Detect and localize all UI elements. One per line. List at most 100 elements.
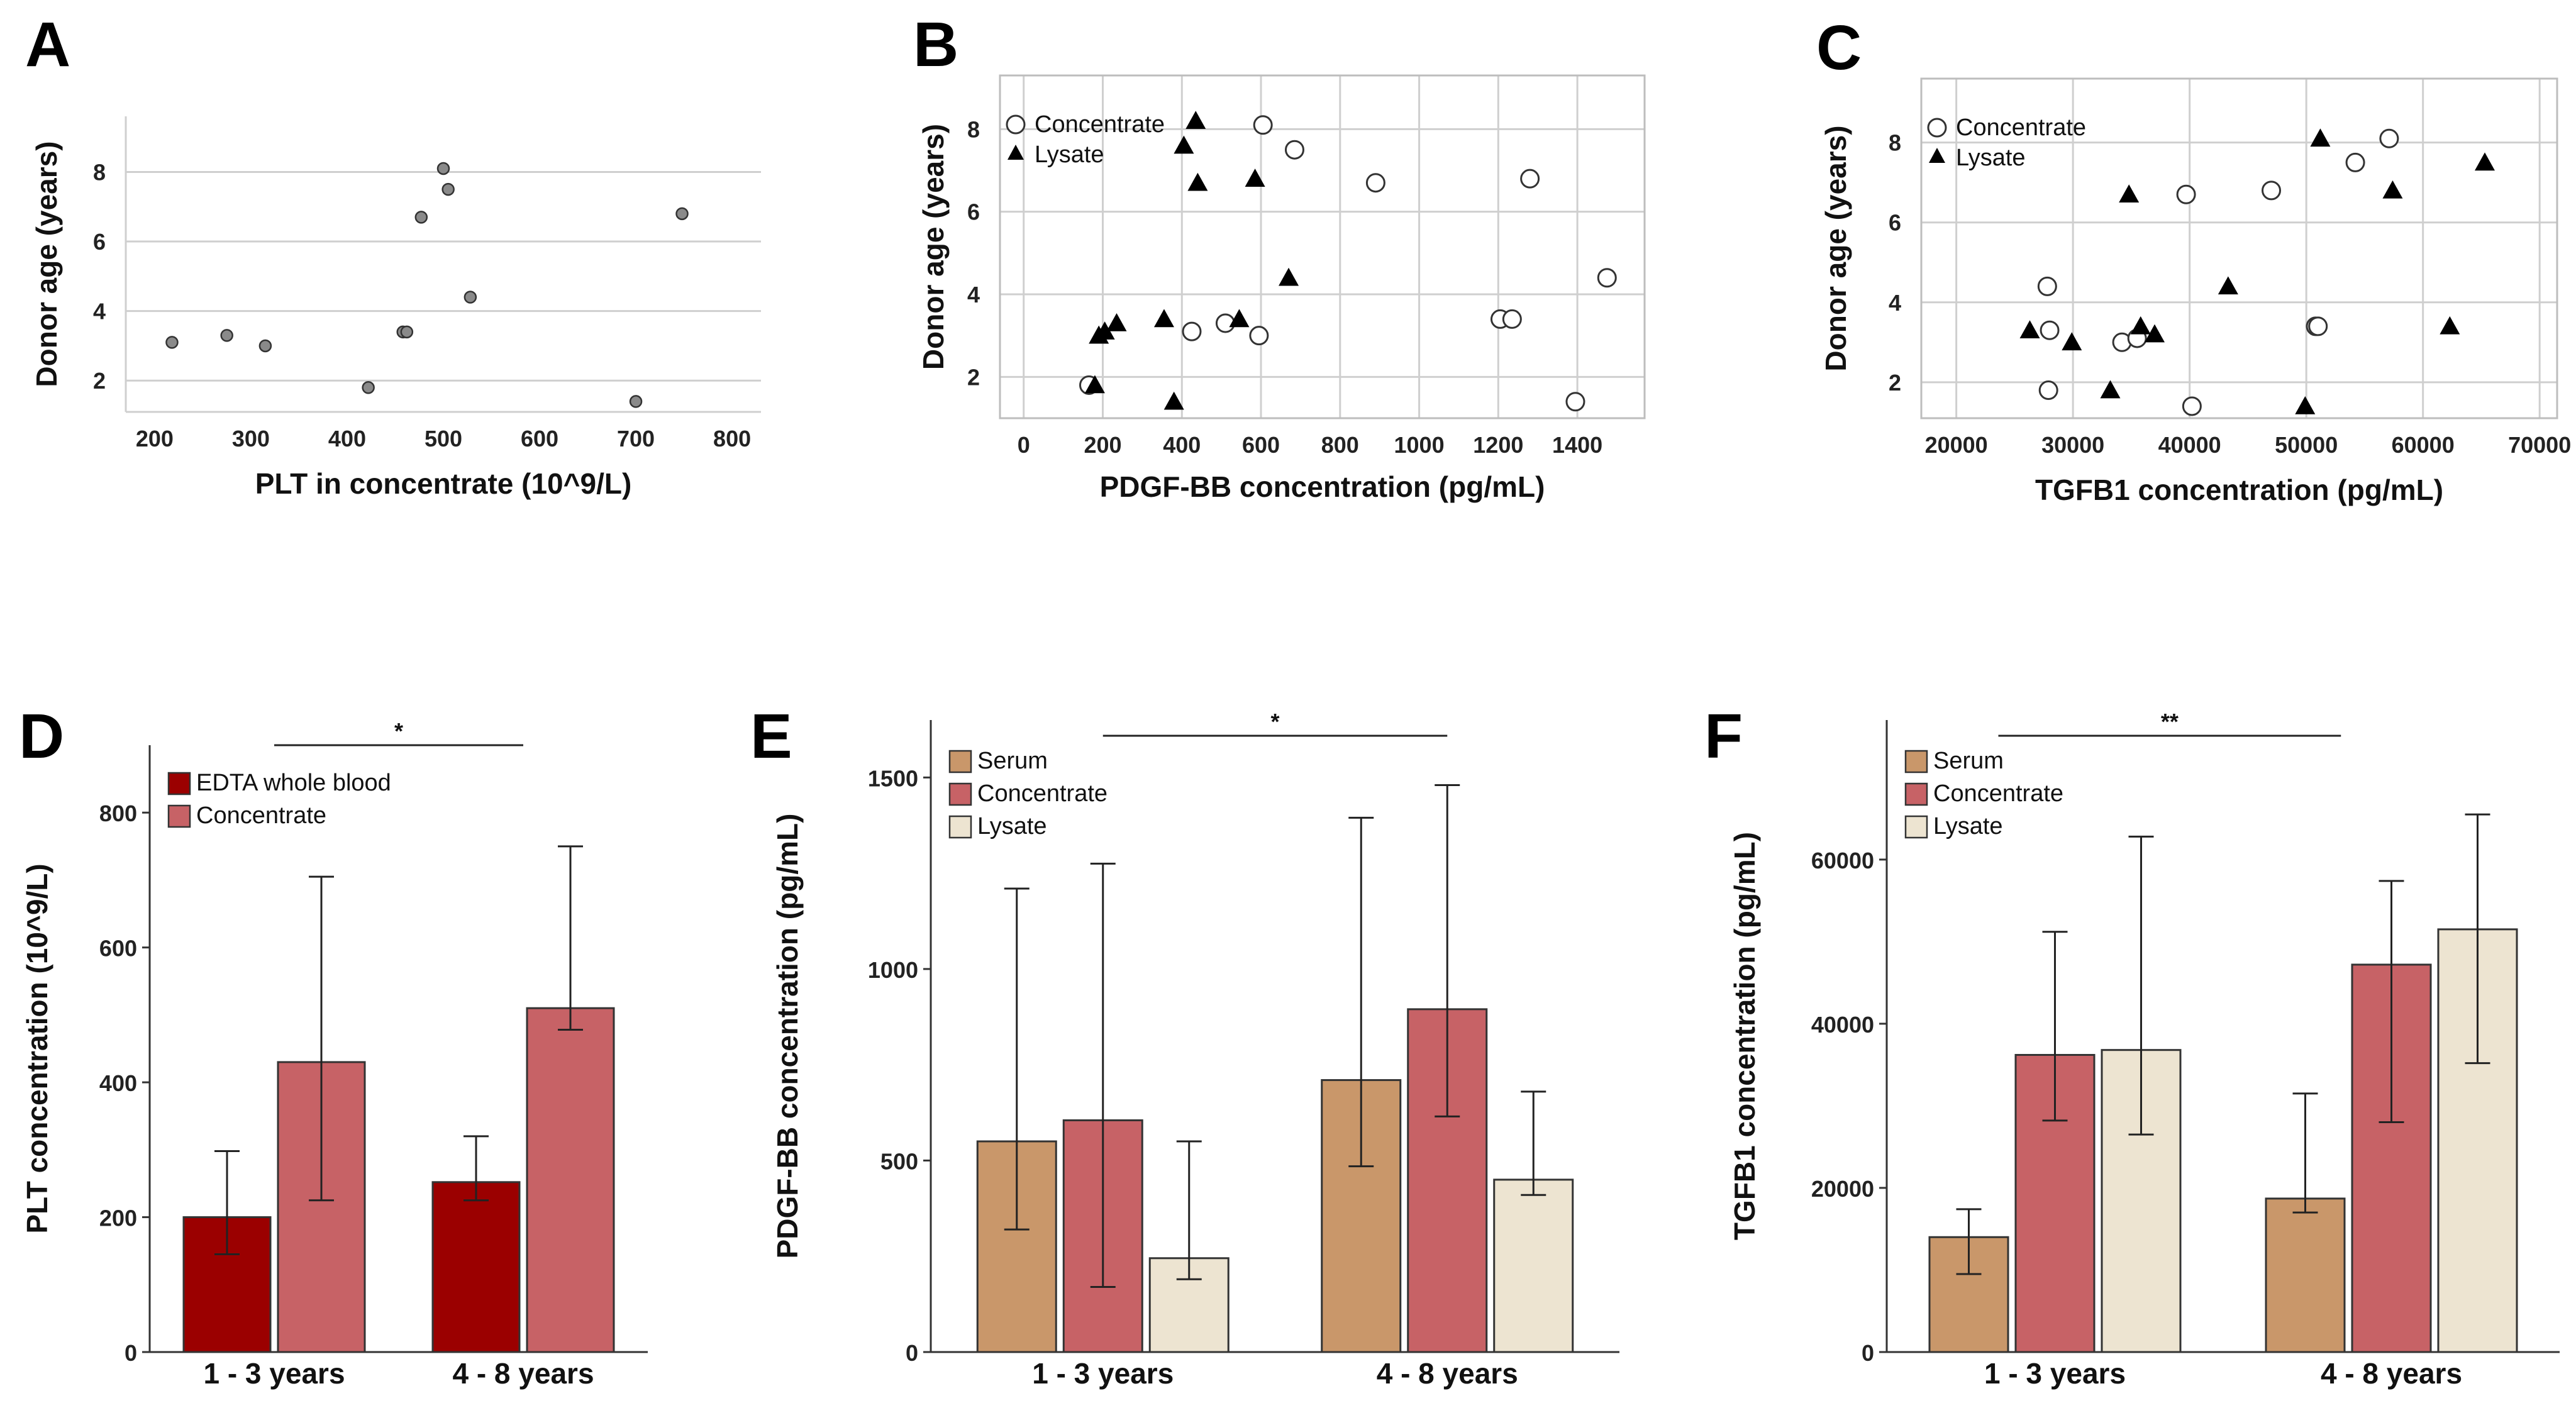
- lysate-point: [2145, 324, 2165, 343]
- lysate-point: [1084, 375, 1105, 394]
- x-tick-label: 50000: [2275, 432, 2338, 458]
- y-tick-label: 500: [880, 1148, 918, 1174]
- significance-marker: **: [2161, 709, 2179, 734]
- panel-letter: B: [913, 9, 958, 80]
- y-tick-label: 8: [1889, 130, 1901, 156]
- concentrate-point: [1565, 392, 1585, 412]
- y-tick-label: 4: [967, 282, 980, 308]
- y-tick-label: 2: [1889, 370, 1901, 396]
- significance-marker: *: [394, 718, 403, 744]
- data-point: [675, 207, 689, 221]
- lysate-point: [1245, 169, 1265, 187]
- lysate-point: [1229, 309, 1250, 328]
- concentrate-point: [2345, 152, 2365, 172]
- concentrate-point: [1253, 115, 1273, 135]
- concentrate-point: [2262, 180, 2282, 201]
- y-tick-label: 0: [125, 1340, 137, 1366]
- lysate-point: [2218, 276, 2238, 295]
- lysate-point: [2295, 396, 2316, 414]
- y-tick-label: 20000: [1811, 1176, 1874, 1202]
- legend-swatch: [948, 750, 972, 773]
- x-tick-label: 300: [232, 426, 270, 452]
- x-tick-label: 1000: [1394, 432, 1445, 458]
- lysate-point: [1187, 172, 1208, 191]
- x-tick-label: 70000: [2508, 432, 2571, 458]
- bar-lysate: [1493, 1178, 1574, 1353]
- lysate-point: [1106, 313, 1127, 331]
- legend-swatch: [948, 815, 972, 839]
- legend-label: Lysate: [977, 813, 1047, 840]
- lysate-point: [2130, 316, 2151, 335]
- x-tick-label: 0: [1018, 432, 1030, 458]
- plot-frame: [1920, 77, 2558, 419]
- category-label: 4 - 8 years: [2321, 1357, 2462, 1390]
- data-point: [436, 162, 450, 175]
- concentrate-point: [2040, 320, 2060, 340]
- y-tick-label: 1500: [868, 765, 918, 791]
- lysate-point: [1094, 321, 1115, 340]
- category-label: 1 - 3 years: [203, 1357, 345, 1390]
- data-point: [414, 211, 428, 224]
- x-tick-label: 600: [521, 426, 558, 452]
- y-tick-label: 200: [99, 1206, 137, 1231]
- x-axis-title: PDGF-BB concentration (pg/mL): [1100, 470, 1545, 503]
- y-tick-label: 60000: [1811, 848, 1874, 873]
- legend-label: Concentrate: [977, 780, 1108, 807]
- category-label: 1 - 3 years: [1984, 1357, 2126, 1390]
- x-tick-label: 600: [1242, 432, 1280, 458]
- legend-label: Concentrate: [1035, 111, 1165, 138]
- legend-label: Concentrate: [1956, 114, 2086, 141]
- y-axis-title: PLT concentration (10^9/L): [21, 863, 53, 1233]
- plot-frame: [999, 74, 1646, 419]
- concentrate-point: [1249, 326, 1269, 346]
- concentrate-point: [1182, 321, 1202, 341]
- y-tick-label: 4: [1889, 290, 1901, 316]
- lysate-point: [2440, 316, 2460, 335]
- concentrate-point: [2379, 128, 2399, 148]
- y-tick-label: 8: [93, 159, 106, 185]
- lysate-point: [2474, 152, 2495, 171]
- legend-circle-icon: [1006, 114, 1026, 135]
- y-tick-label: 0: [1862, 1340, 1874, 1366]
- lysate-point: [2062, 332, 2082, 351]
- legend-swatch: [167, 804, 191, 828]
- concentrate-point: [1365, 173, 1385, 193]
- y-tick-label: 6: [1889, 210, 1901, 236]
- legend-swatch: [1904, 750, 1928, 773]
- data-point: [258, 339, 272, 353]
- x-axis-title: PLT in concentrate (10^9/L): [255, 467, 632, 500]
- concentrate-point: [1284, 140, 1304, 160]
- data-point: [441, 182, 455, 196]
- y-tick-label: 8: [967, 116, 980, 142]
- lysate-point: [2019, 320, 2040, 339]
- x-tick-label: 700: [617, 426, 655, 452]
- category-label: 4 - 8 years: [452, 1357, 594, 1390]
- x-tick-label: 30000: [2041, 432, 2104, 458]
- legend-label: Lysate: [1956, 145, 2026, 171]
- category-label: 4 - 8 years: [1377, 1357, 1518, 1390]
- panel-letter: C: [1816, 13, 1862, 83]
- legend-label: Lysate: [1933, 813, 2003, 840]
- legend-circle-icon: [1927, 118, 1947, 138]
- concentrate-point: [1502, 309, 1522, 329]
- y-tick-label: 2: [93, 368, 106, 394]
- panel-f: F 0 20000 40000 60000 TGFB1 concentration (pg…: [1704, 701, 2560, 1390]
- bar-concentrate: [2351, 963, 2432, 1353]
- lysate-point: [2119, 184, 2140, 203]
- x-axis-title: TGFB1 concentration (pg/mL): [2035, 474, 2443, 506]
- y-tick-label: 1000: [868, 957, 918, 983]
- lysate-point: [2382, 180, 2403, 199]
- data-point: [362, 381, 375, 394]
- concentrate-point: [2182, 396, 2202, 416]
- concentrate-point: [1597, 268, 1617, 288]
- x-tick-label: 200: [1084, 432, 1121, 458]
- legend-triangle-icon: [1008, 145, 1024, 160]
- legend-swatch: [948, 782, 972, 806]
- y-axis-title: TGFB1 concentration (pg/mL): [1728, 832, 1761, 1240]
- legend-label: Concentrate: [1933, 780, 2063, 807]
- legend-label: Lysate: [1035, 141, 1104, 168]
- panel-letter: A: [25, 9, 70, 80]
- lysate-point: [1174, 135, 1194, 154]
- x-tick-label: 20000: [1925, 432, 1988, 458]
- concentrate-point: [2038, 380, 2058, 401]
